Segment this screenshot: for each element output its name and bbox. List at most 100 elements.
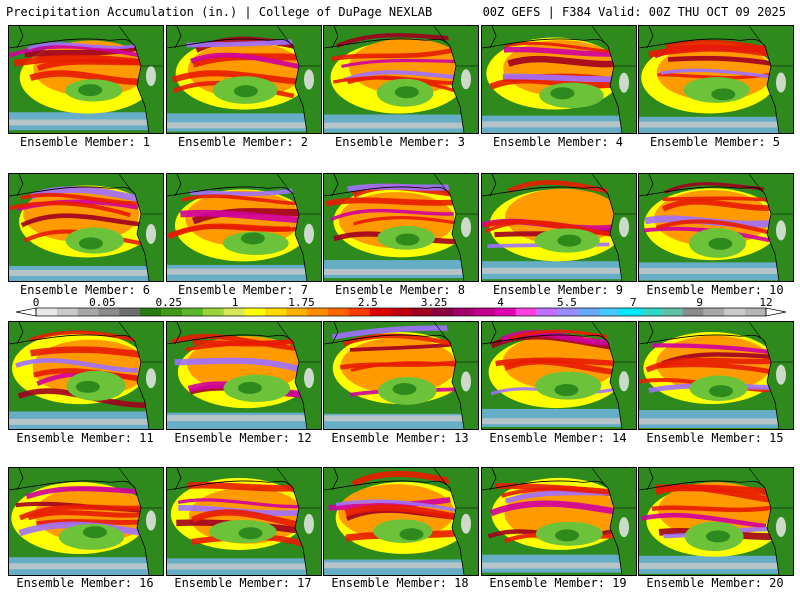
colorbar-swatch [98,308,120,316]
border-line [118,468,132,485]
dry-interior-patch [304,223,314,244]
border-line [118,26,132,43]
colorbar-tick-label: 12 [759,296,773,309]
colorbar-swatch [578,308,600,316]
ensemble-member-label: Ensemble Member: 2 [177,135,309,149]
colorbar-swatch [745,308,767,316]
coastline [134,341,150,429]
ensemble-member-label: Ensemble Member: 14 [489,431,627,445]
colorbar-swatch [620,308,642,316]
ensemble-member-label: Ensemble Member: 12 [174,431,312,445]
run-info: 00Z GEFS | F384 Valid: 00Z THU OCT 09 20… [482,5,786,19]
dry-interior-patch [461,217,471,238]
colorbar-swatch [411,308,433,316]
colorbar-tick-label: 2.5 [357,296,378,309]
ensemble-map-panel [8,173,164,282]
coastline [607,341,623,429]
dry-interior-patch [776,72,786,93]
colorbar-tick-label: 1 [231,296,239,309]
precipitation-map [324,174,478,281]
storm-track [167,224,302,238]
tropical-band-core [9,269,163,276]
dry-region-core [78,84,103,97]
storm-track [174,357,305,374]
ensemble-member-label: Ensemble Member: 9 [492,283,624,297]
colorbar-swatch [599,308,621,316]
ensemble-map-panel [638,467,794,576]
tropical-band-core [167,268,321,275]
precipitation-map [482,322,636,429]
wet-region-core [185,190,302,247]
coastline [482,38,609,49]
coastline [16,26,24,49]
colorbar-swatch [182,308,204,316]
colorbar-swatch [703,308,725,316]
coastline [324,38,451,49]
colorbar-swatch [682,308,704,316]
ensemble-member-label: Ensemble Member: 11 [16,431,154,445]
tropical-band-core [9,418,163,425]
storm-track [335,499,466,514]
coastline [324,186,451,197]
tropical-band-core [324,122,478,129]
north-america-landmass [289,174,321,281]
border-line [748,322,762,339]
ensemble-map-panel [323,173,479,282]
coastline [9,38,136,49]
precipitation-map [482,468,636,575]
colorbar-swatch [536,308,558,316]
colorbar-swatch [244,308,266,316]
border-line [433,468,447,485]
dry-region-core [238,527,263,540]
border-line [748,26,762,43]
dry-region-core [554,384,579,397]
dry-region-core [709,385,734,398]
storm-track [180,209,313,225]
dry-interior-patch [776,220,786,241]
dry-region-core [395,233,420,246]
coastline [167,480,294,491]
precipitation-map [167,174,321,281]
ensemble-map-panel [638,25,794,134]
dry-interior-patch [776,516,786,537]
dry-interior-patch [619,216,629,237]
storm-track [641,512,767,529]
storm-track [9,44,141,58]
dry-interior-patch [304,513,314,534]
border-line [276,174,290,191]
coastline [764,193,780,281]
precipitation-map [639,322,793,429]
colorbar-swatch [286,308,308,316]
colorbar-swatch [119,308,141,316]
storm-track [15,358,139,373]
coastline [764,45,780,133]
tropical-band-core [9,563,163,570]
ensemble-map-panel [166,173,322,282]
tropical-band-core [482,562,636,569]
tropical-band-core [9,119,163,126]
coastline [646,26,654,49]
storm-track [18,504,141,521]
ensemble-map-panel [481,467,637,576]
ensemble-member-label: Ensemble Member: 7 [177,283,309,297]
ensemble-member-label: Ensemble Member: 10 [646,283,784,297]
colorbar-swatch [515,308,537,316]
coastline [646,174,654,197]
border-line [433,322,447,339]
colorbar-tick-label: 5.5 [556,296,577,309]
coastline [174,174,182,197]
border-line [748,174,762,191]
precipitation-map [9,174,163,281]
tropical-band-core [324,268,478,275]
border-line [118,322,132,339]
colorbar-swatch [202,308,225,316]
ensemble-map-panel [8,321,164,430]
colorbar-swatch [724,308,746,316]
coastline [449,193,465,281]
ensemble-map-panel [166,467,322,576]
dry-region-core [550,87,575,100]
coastline [331,322,339,345]
colorbar-tick-label: 3.25 [420,296,448,309]
storm-track [177,498,309,509]
coastline [646,322,654,345]
